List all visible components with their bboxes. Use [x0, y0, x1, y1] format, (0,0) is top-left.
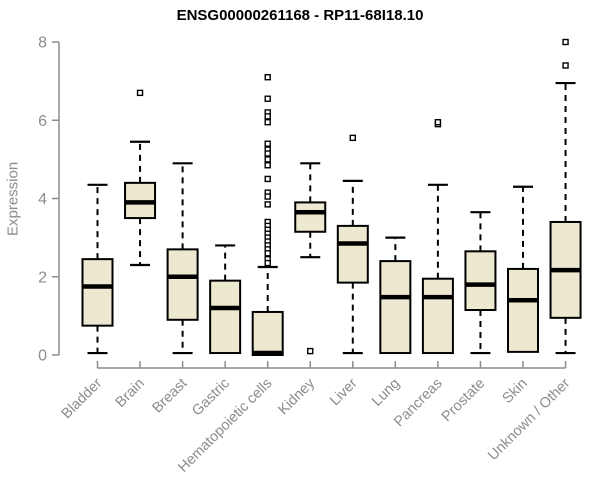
x-tick-label: Prostate [439, 376, 488, 425]
box-0 [81, 258, 114, 327]
box-9 [464, 250, 497, 312]
outlier-point [264, 201, 271, 208]
x-tick-label: Lung [369, 376, 403, 410]
outlier-point [264, 95, 271, 102]
box-2 [166, 248, 199, 321]
y-tick-label: 6 [38, 113, 47, 130]
outlier-point [349, 134, 356, 142]
outlier-point [264, 119, 271, 126]
box-3 [209, 279, 242, 355]
y-tick-label: 0 [38, 348, 47, 365]
x-tick-label: Brain [113, 376, 148, 411]
outlier-point [264, 259, 271, 267]
x-tick-label: Skin [500, 376, 531, 407]
outlier-point [562, 38, 569, 46]
y-tick-label: 2 [38, 269, 47, 286]
chart-title: ENSG00000261168 - RP11-68I18.10 [176, 7, 424, 24]
x-tick-label: Liver [327, 375, 361, 409]
outlier-point [264, 162, 271, 169]
box-8 [421, 277, 454, 355]
outlier-point [264, 175, 271, 183]
outlier-point [562, 62, 569, 69]
box-7 [379, 260, 412, 355]
outlier-point [264, 140, 271, 147]
outlier-point [264, 150, 271, 157]
outlier-point [264, 193, 271, 200]
box-4 [251, 310, 284, 356]
y-tick-label: 8 [38, 35, 47, 52]
outlier-point [264, 156, 271, 163]
outlier-point [264, 74, 271, 81]
outlier-point [307, 347, 314, 355]
box-5 [294, 201, 327, 233]
y-tick-label: 4 [38, 191, 47, 208]
x-tick-label: Breast [149, 376, 190, 417]
box-10 [507, 267, 539, 353]
x-tick-label: Kidney [275, 375, 318, 418]
x-tick-label: Unknown / Other [485, 375, 573, 463]
outlier-point [264, 113, 271, 120]
x-tick-label: Bladder [59, 375, 106, 422]
outlier-point [264, 250, 271, 257]
box-6 [336, 224, 369, 284]
outlier-point [434, 119, 442, 126]
outlier-point [136, 89, 144, 97]
